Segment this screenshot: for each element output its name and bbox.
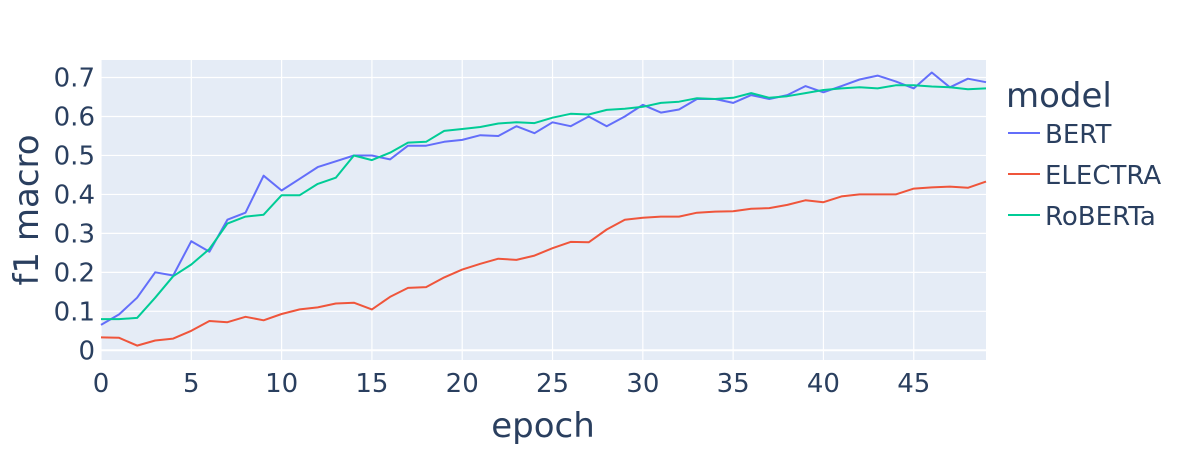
y-tick-label: 0.6 [54,102,95,132]
x-tick-label: 15 [355,369,388,399]
x-tick-label: 10 [265,369,298,399]
x-tick-label: 0 [93,369,110,399]
y-tick-label: 0.5 [54,141,95,171]
y-tick-label: 0.4 [54,180,95,210]
y-tick-label: 0.7 [54,64,95,94]
x-tick-label: 20 [446,369,479,399]
y-axis-ticks: 0 0.1 0.2 0.3 0.4 0.5 0.6 0.7 [54,64,95,367]
x-tick-label: 45 [897,369,930,399]
legend-title: model [1006,76,1112,116]
gridlines [100,60,986,360]
legend: model BERT ELECTRA RoBERTa [1006,76,1161,232]
y-axis-title: f1 macro [7,134,47,285]
series-lines [100,71,987,347]
x-tick-label: 25 [536,369,569,399]
x-tick-label: 40 [807,369,840,399]
y-tick-label: 0 [78,336,95,366]
x-tick-label: 30 [626,369,659,399]
x-tick-label: 35 [717,369,750,399]
x-axis-title: epoch [491,406,595,446]
legend-label-electra: ELECTRA [1045,161,1161,191]
plot-background [101,60,986,360]
series-line-roberta [101,84,987,321]
series-line-bert [100,71,987,326]
y-tick-label: 0.2 [54,258,95,288]
series-line-electra [100,180,987,347]
y-tick-label: 0.1 [54,297,95,327]
x-axis-ticks: 0 5 10 15 20 25 30 35 40 45 [93,369,931,399]
legend-label-roberta: RoBERTa [1045,202,1156,232]
y-tick-label: 0.3 [54,219,95,249]
legend-label-bert: BERT [1045,120,1111,150]
x-tick-label: 5 [183,369,200,399]
